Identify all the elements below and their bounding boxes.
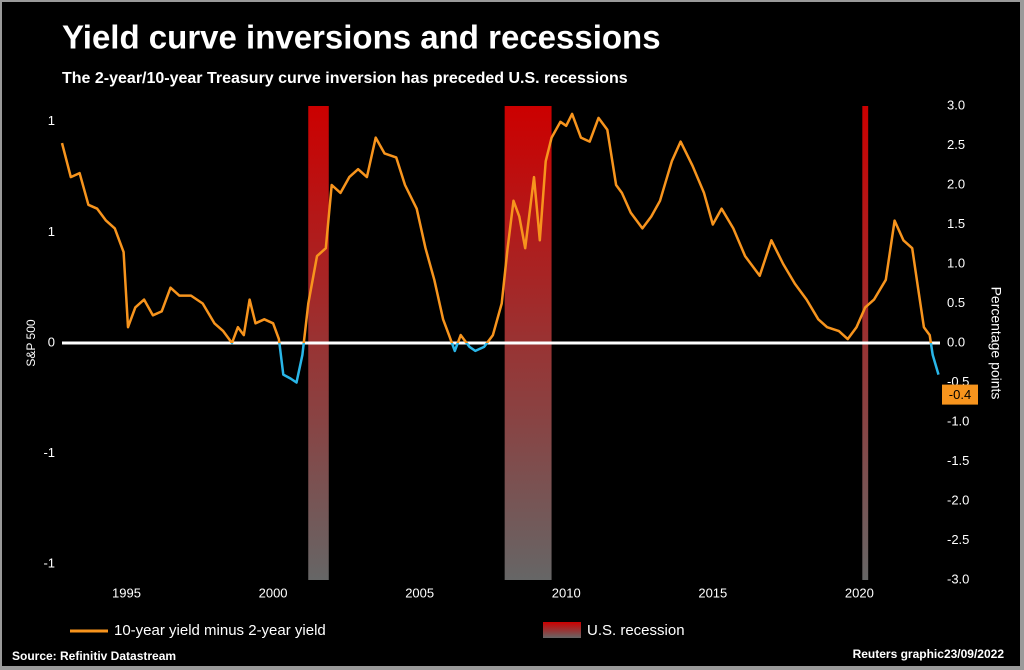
yield-spread-line (60, 112, 940, 384)
y-axis-label: S&P 500 (24, 319, 38, 366)
y2-tick-label: -2.0 (947, 492, 969, 507)
source: Source: Refinitiv Datastream (12, 649, 176, 663)
y-tick-label: 1 (48, 224, 55, 239)
chart-title: Yield curve inversions and recessions (62, 19, 661, 56)
x-tick-label: 2000 (259, 585, 288, 600)
y2-tick-label: -1.5 (947, 453, 969, 468)
y2-tick-label: -1.0 (947, 413, 969, 428)
x-tick-label: 2010 (552, 585, 581, 600)
y-tick-label: 1 (48, 113, 55, 128)
y2-tick-label: 0.5 (947, 295, 965, 310)
x-tick-label: 2020 (845, 585, 874, 600)
legend-label: 10-year yield minus 2-year yield (114, 622, 326, 639)
y-tick-label: 0 (48, 334, 55, 349)
chart-subtitle: The 2-year/10-year Treasury curve invers… (62, 70, 628, 87)
y2-tick-label: 0.0 (947, 334, 965, 349)
legend-swatch (543, 622, 581, 638)
end-label-box (942, 384, 978, 405)
y2-tick-label: 3.0 (947, 97, 965, 112)
y2-axis-label: Percentage points (988, 287, 1004, 400)
credit: Reuters graphic23/09/2022 (853, 647, 1005, 661)
y2-tick-label: 1.5 (947, 216, 965, 231)
y2-tick-label: 2.0 (947, 176, 965, 191)
x-tick-label: 1995 (112, 585, 141, 600)
y2-tick-label: -2.5 (947, 532, 969, 547)
x-tick-label: 2005 (405, 585, 434, 600)
y-tick-label: -1 (43, 445, 55, 460)
y2-tick-label: -3.0 (947, 571, 969, 586)
x-tick-label: 2015 (698, 585, 727, 600)
y-tick-label: -1 (43, 556, 55, 571)
y2-tick-label: 1.0 (947, 255, 965, 270)
legend-label: U.S. recession (587, 622, 685, 639)
end-label: -0.4 (949, 387, 971, 402)
y2-tick-label: 2.5 (947, 137, 965, 152)
